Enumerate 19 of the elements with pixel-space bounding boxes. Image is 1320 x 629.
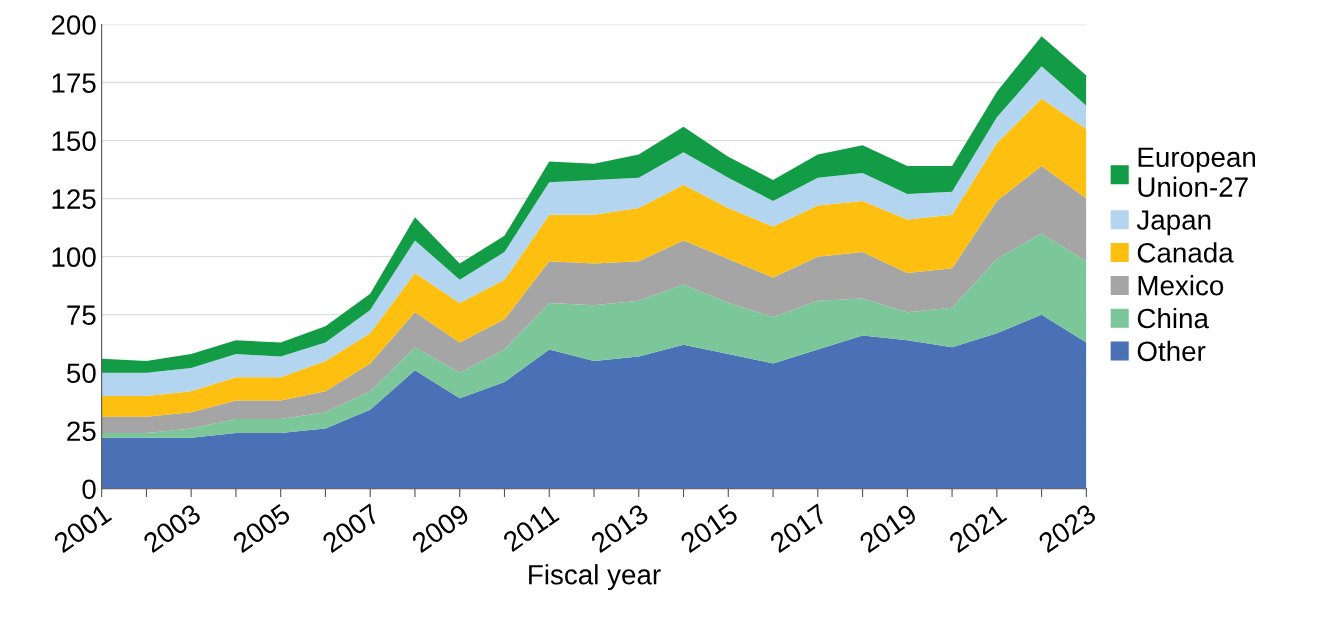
legend-label: Canada — [1137, 242, 1234, 263]
y-tick-label: 75 — [67, 305, 96, 325]
x-tick-label: 2011 — [501, 503, 560, 553]
y-tick-label: 0 — [82, 479, 96, 500]
y-tick-label: 125 — [52, 189, 96, 209]
legend-label: Japan — [1136, 210, 1211, 236]
x-tick-label: 2021 — [947, 503, 1008, 554]
legend-label: Mexico — [1138, 275, 1224, 296]
y-tick-label: 175 — [52, 73, 96, 93]
x-tick-label: 2001 — [52, 503, 113, 554]
y-tick-label: 200 — [51, 15, 96, 35]
y-tick-label: 100 — [52, 247, 96, 267]
x-axis-title: Fiscal year — [529, 564, 661, 591]
legend-label: Other — [1137, 340, 1206, 362]
y-tick-label: 150 — [52, 131, 96, 151]
legend-label: European Union-27 — [1138, 147, 1256, 197]
y-tick-label: 50 — [67, 363, 96, 384]
y-tick-label: 25 — [67, 421, 96, 442]
legend-label: China — [1137, 307, 1209, 329]
